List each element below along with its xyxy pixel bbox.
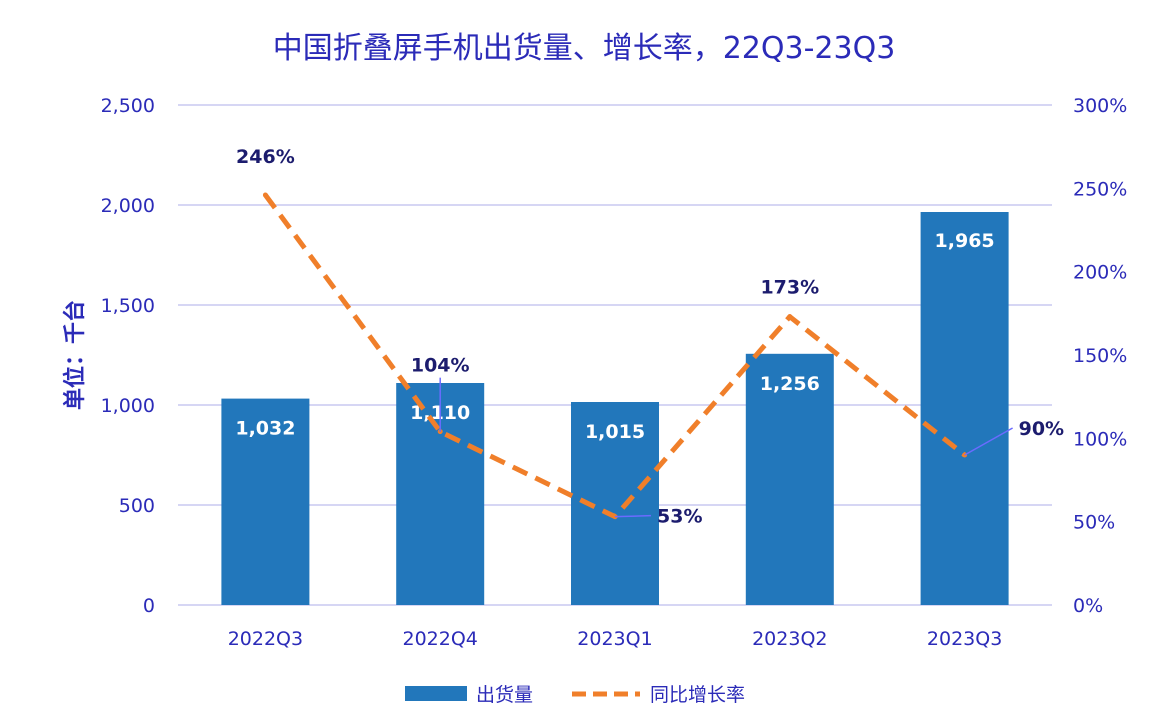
right-tick-label: 200% — [1073, 262, 1127, 284]
right-tick-label: 300% — [1073, 95, 1127, 117]
bar-2022Q3 — [221, 398, 310, 605]
legend-bar-label: 出货量 — [476, 684, 533, 706]
rate-value-label: 173% — [760, 277, 819, 299]
bars — [221, 212, 1009, 605]
bar-value-label: 1,032 — [235, 418, 295, 440]
chart-title: 中国折叠屏手机出货量、增长率，22Q3-23Q3 — [273, 31, 896, 66]
left-tick-label: 2,500 — [101, 95, 155, 117]
left-tick-label: 1,000 — [101, 395, 155, 417]
left-tick-label: 2,000 — [101, 195, 155, 217]
right-tick-label: 50% — [1073, 512, 1115, 534]
rate-leader-line — [964, 427, 1013, 456]
left-axis-ticks: 0 500 1,000 1,500 2,000 2,500 — [101, 95, 155, 617]
x-tick-label: 2022Q3 — [228, 628, 303, 650]
left-tick-label: 1,500 — [101, 295, 155, 317]
right-tick-label: 100% — [1073, 428, 1127, 450]
legend-line-label: 同比增长率 — [650, 684, 745, 706]
right-tick-label: 0% — [1073, 595, 1103, 617]
rate-value-label: 90% — [1019, 418, 1064, 440]
bar-2023Q3 — [920, 212, 1009, 605]
bar-value-label: 1,965 — [935, 230, 995, 252]
bar-value-label: 1,015 — [585, 421, 645, 443]
x-tick-label: 2023Q2 — [752, 628, 827, 650]
left-tick-label: 0 — [143, 595, 155, 617]
right-axis-ticks: 0% 50% 100% 150% 200% 250% 300% — [1073, 95, 1127, 617]
rate-labels: 246% 104% 53% 173% 90% — [236, 146, 1064, 528]
right-tick-label: 150% — [1073, 345, 1127, 367]
legend: 出货量 同比增长率 — [405, 684, 745, 706]
bar-value-label: 1,256 — [760, 373, 820, 395]
left-tick-label: 500 — [119, 495, 155, 517]
y-axis-label: 单位：千台 — [62, 300, 88, 410]
right-tick-label: 250% — [1073, 178, 1127, 200]
rate-value-label: 104% — [411, 355, 470, 377]
rate-value-label: 53% — [657, 506, 702, 528]
rate-value-label: 246% — [236, 146, 295, 168]
rate-leader-line — [614, 514, 652, 518]
legend-bar-swatch — [405, 686, 467, 701]
bar-2023Q2 — [745, 353, 834, 605]
x-tick-label: 2022Q4 — [402, 628, 477, 650]
growth-rate-point — [787, 314, 793, 320]
growth-rate-point — [262, 192, 268, 198]
x-tick-label: 2023Q3 — [927, 628, 1002, 650]
x-tick-label: 2023Q1 — [577, 628, 652, 650]
x-axis-ticks: 2022Q3 2022Q4 2023Q1 2023Q2 2023Q3 — [228, 628, 1003, 650]
